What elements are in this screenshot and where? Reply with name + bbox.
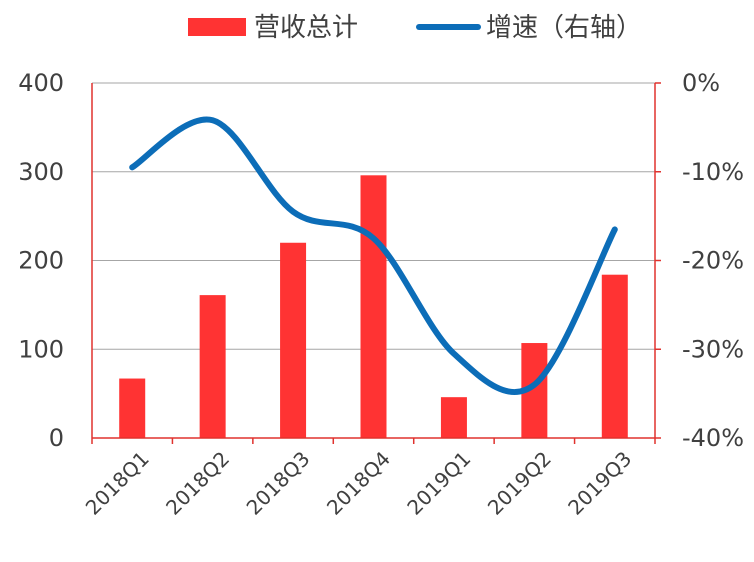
x-tick-label: 2018Q3 (242, 447, 315, 520)
x-tick-label: 2019Q2 (483, 447, 556, 520)
y-tick-label-right: 0% (682, 69, 720, 97)
x-tick-label: 2018Q4 (322, 447, 395, 520)
x-tick-label: 2019Q1 (402, 447, 475, 520)
line-series-path (129, 116, 618, 395)
y-tick-label-right: -20% (682, 247, 744, 275)
x-tick-label: 2018Q1 (81, 447, 154, 520)
x-tick-label: 2019Q3 (563, 447, 636, 520)
legend-label-line: 增速（右轴） (486, 13, 642, 43)
legend-label-bar: 营收总计 (254, 13, 358, 43)
y-tick-label-left: 100 (18, 335, 64, 363)
bar-series (119, 175, 628, 439)
y-tick-label-left: 0 (49, 424, 64, 452)
bar (280, 242, 307, 438)
y-tick-label-right: -40% (682, 424, 744, 452)
line-series (129, 116, 618, 395)
y-tick-label-right: -10% (682, 158, 744, 186)
y-tick-label-left: 400 (18, 69, 64, 97)
y-tick-label-left: 300 (18, 158, 64, 186)
bar (601, 274, 628, 438)
legend: 营收总计 增速（右轴） (188, 13, 642, 43)
y-tick-label-right: -30% (682, 335, 744, 363)
legend-swatch-bar (188, 18, 246, 36)
x-tick-label: 2018Q2 (161, 447, 234, 520)
bar (119, 378, 146, 438)
bar (199, 295, 226, 438)
bar (440, 397, 467, 438)
y-tick-label-left: 200 (18, 247, 64, 275)
bar (360, 175, 387, 439)
